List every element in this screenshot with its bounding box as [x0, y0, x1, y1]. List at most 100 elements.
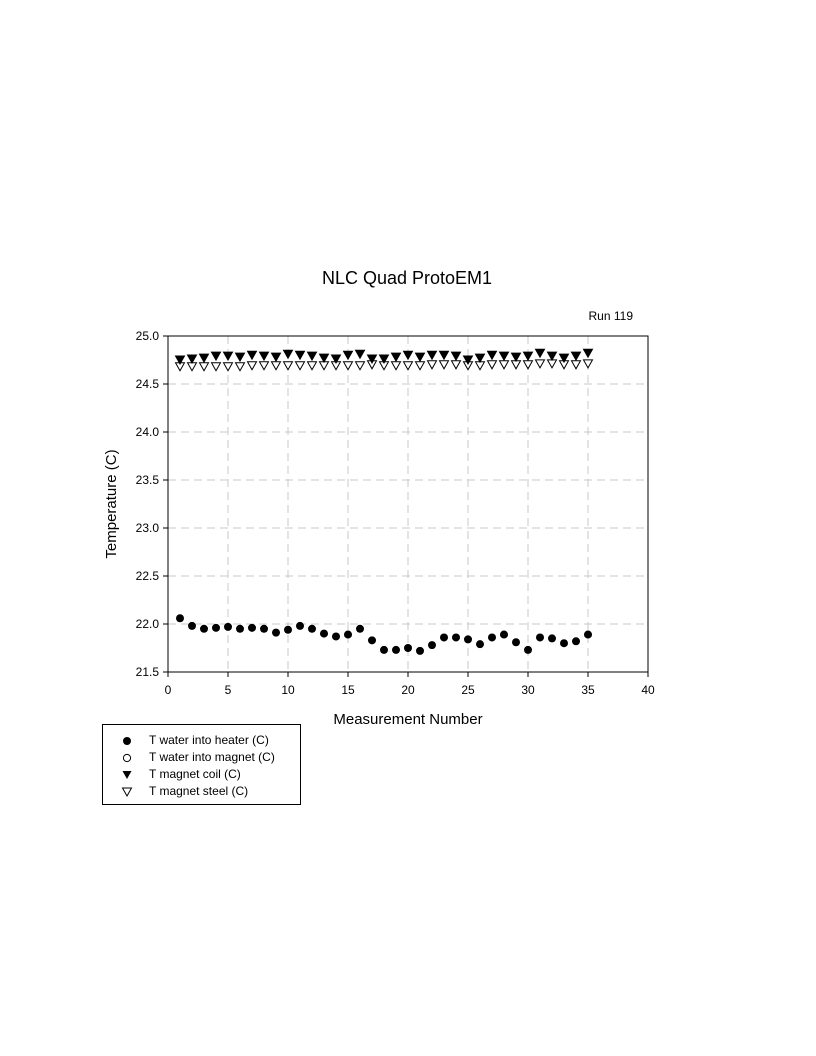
legend-item-water-magnet: T water into magnet (C) [103, 749, 300, 766]
data-point-series-0 [584, 630, 592, 639]
data-point-series-0 [356, 624, 364, 633]
data-point-series-2 [462, 355, 474, 366]
y-tick-label: 24.0 [136, 425, 160, 439]
data-point-series-0 [416, 646, 424, 655]
y-axis-label: Temperature (C) [103, 449, 120, 558]
data-point-series-3 [390, 361, 402, 371]
data-point-series-2 [438, 350, 450, 361]
chart-subtitle: Run 119 [589, 309, 634, 323]
grid [168, 336, 648, 672]
data-point-series-0 [236, 624, 244, 633]
data-point-series-3 [210, 362, 222, 372]
data-point-series-2 [402, 350, 414, 361]
y-tick-label: 25.0 [136, 329, 160, 343]
x-tick-label: 30 [521, 683, 535, 697]
data-point-series-0 [284, 625, 292, 634]
filled-triangle-down-marker-icon [122, 771, 132, 779]
data-point-series-3 [582, 359, 594, 369]
data-point-series-0 [224, 622, 232, 631]
x-axis-label: Measurement Number [333, 711, 482, 728]
data-point-series-0 [248, 623, 256, 632]
data-point-series-0 [332, 632, 340, 641]
legend-label: T water into heater (C) [149, 733, 269, 747]
data-point-series-3 [414, 361, 426, 371]
data-point-series-0 [488, 633, 496, 642]
plot-frame [167, 335, 649, 673]
y-tick-label: 23.0 [136, 521, 160, 535]
data-point-series-2 [450, 351, 462, 362]
open-circle-marker-icon [122, 753, 132, 763]
data-point-series-0 [380, 645, 388, 654]
legend-label: T magnet coil (C) [149, 767, 241, 781]
x-tick-label: 25 [461, 683, 475, 697]
data-point-series-2 [174, 355, 186, 366]
legend-item-water-heater: T water into heater (C) [103, 732, 300, 749]
data-points [174, 348, 594, 655]
data-point-series-3 [282, 361, 294, 371]
data-point-series-3 [246, 361, 258, 371]
data-point-series-0 [512, 638, 520, 647]
data-point-series-2 [558, 353, 570, 364]
data-point-series-2 [546, 351, 558, 362]
data-point-series-0 [212, 623, 220, 632]
data-point-series-3 [498, 360, 510, 370]
data-point-series-0 [296, 621, 304, 630]
x-tick-label: 15 [341, 683, 355, 697]
data-point-series-3 [402, 361, 414, 371]
data-point-series-0 [500, 630, 508, 639]
data-point-series-2 [534, 348, 546, 359]
data-point-series-0 [260, 624, 268, 633]
data-point-series-0 [476, 640, 484, 649]
data-point-series-0 [320, 629, 328, 638]
data-point-series-2 [282, 349, 294, 360]
data-point-series-2 [222, 351, 234, 362]
data-point-series-0 [440, 633, 448, 642]
data-point-series-0 [560, 639, 568, 648]
data-point-series-2 [354, 349, 366, 360]
data-point-series-0 [464, 635, 472, 644]
data-point-series-2 [258, 351, 270, 362]
axis-ticks: 0 5 10 15 20 25 30 35 40 21.5 22.0 22.5 23.0 23.5 24.0… [136, 329, 655, 697]
x-tick-label: 5 [225, 683, 232, 697]
data-point-series-2 [498, 351, 510, 362]
data-point-series-3 [294, 361, 306, 371]
y-tick-label: 22.5 [136, 569, 160, 583]
data-point-series-2 [342, 350, 354, 361]
data-point-series-2 [378, 354, 390, 365]
data-point-series-2 [426, 350, 438, 361]
data-point-series-0 [344, 630, 352, 639]
data-point-series-2 [486, 350, 498, 361]
x-tick-label: 35 [581, 683, 595, 697]
y-tick-label: 24.5 [136, 377, 160, 391]
data-point-series-0 [176, 614, 184, 623]
data-point-series-0 [368, 636, 376, 645]
data-point-series-0 [404, 644, 412, 652]
data-point-series-3 [198, 362, 210, 372]
data-point-series-0 [548, 634, 556, 643]
data-point-series-2 [234, 352, 246, 363]
data-point-series-3 [570, 360, 582, 370]
data-point-series-3 [534, 359, 546, 369]
data-point-series-3 [354, 361, 366, 371]
data-point-series-3 [258, 361, 270, 371]
data-point-series-0 [392, 645, 400, 654]
data-point-series-3 [486, 360, 498, 370]
data-point-series-2 [522, 351, 534, 362]
data-point-series-2 [570, 351, 582, 362]
data-point-series-2 [582, 348, 594, 359]
data-point-series-2 [474, 353, 486, 364]
data-point-series-3 [234, 362, 246, 372]
data-point-series-0 [272, 628, 280, 637]
legend: T water into heater (C) T water into mag… [102, 724, 301, 805]
x-tick-label: 0 [165, 683, 172, 697]
chart-title: NLC Quad ProtoEM1 [322, 268, 492, 288]
data-point-series-2 [294, 350, 306, 361]
data-point-series-3 [222, 362, 234, 372]
data-point-series-2 [306, 351, 318, 362]
data-point-series-2 [390, 352, 402, 363]
y-tick-label: 22.0 [136, 617, 160, 631]
x-tick-label: 40 [641, 683, 655, 697]
data-point-series-0 [452, 633, 460, 642]
data-point-series-0 [308, 624, 316, 633]
